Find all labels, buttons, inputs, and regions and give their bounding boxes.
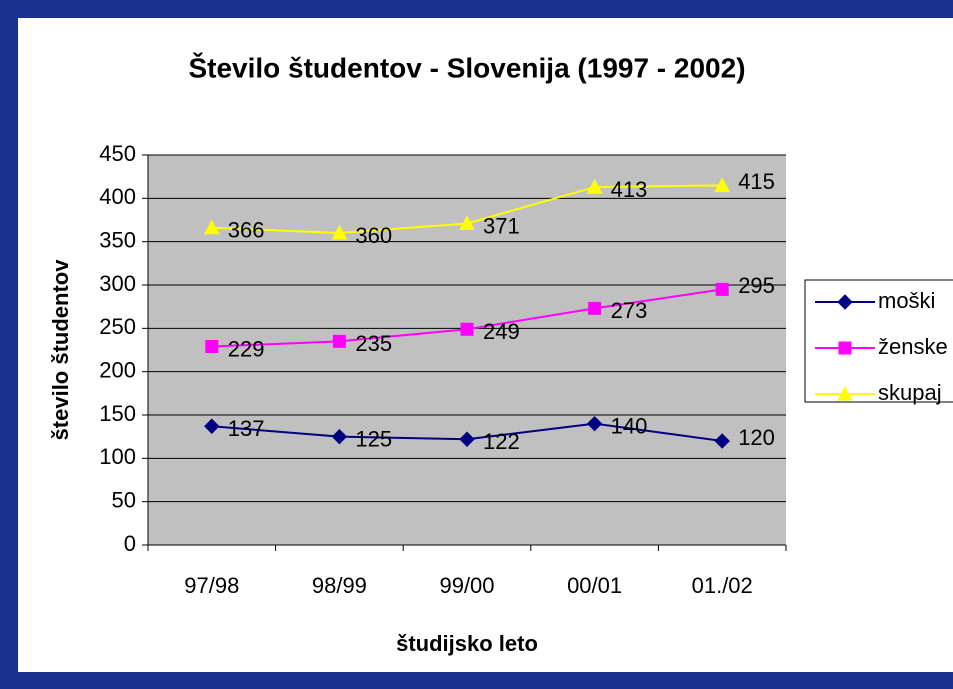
legend-marker: [838, 341, 852, 355]
data-label: 366: [228, 218, 265, 243]
data-point: [714, 177, 731, 192]
data-label: 122: [483, 429, 520, 454]
x-axis-label: študijsko leto: [396, 631, 538, 656]
data-label: 295: [738, 273, 775, 298]
y-tick-label: 250: [99, 314, 136, 339]
x-tick-label: 99/00: [439, 573, 494, 598]
data-point: [205, 340, 219, 354]
data-point: [331, 428, 348, 445]
data-point: [715, 282, 729, 296]
y-tick-label: 150: [99, 401, 136, 426]
y-tick-label: 50: [112, 487, 136, 512]
data-point: [714, 433, 730, 449]
legend-label: ženske: [878, 334, 948, 359]
data-point: [460, 322, 474, 336]
legend-label: skupaj: [878, 380, 942, 405]
data-point: [332, 334, 346, 348]
data-point: [459, 215, 475, 230]
data-point: [586, 415, 603, 432]
x-tick-label: 98/99: [312, 573, 367, 598]
data-label: 229: [228, 336, 265, 361]
y-tick-label: 450: [99, 141, 136, 166]
data-point: [459, 431, 475, 447]
data-point: [588, 301, 602, 315]
data-label: 140: [611, 413, 648, 438]
y-tick-label: 100: [99, 444, 136, 469]
y-tick-label: 200: [99, 357, 136, 382]
data-point: [331, 224, 348, 240]
chart-title: Število študentov - Slovenija (1997 - 20…: [188, 51, 745, 83]
data-point: [204, 418, 220, 434]
data-label: 120: [738, 425, 775, 450]
legend-marker: [837, 385, 853, 401]
y-tick-label: 300: [99, 271, 136, 296]
data-label: 273: [611, 298, 648, 323]
legend-label: moški: [878, 288, 935, 313]
x-tick-label: 01./02: [692, 573, 753, 598]
data-label: 415: [738, 169, 775, 194]
x-tick-label: 00/01: [567, 573, 622, 598]
data-label: 413: [611, 177, 648, 202]
y-axis-label: število študentov: [48, 259, 73, 441]
data-label: 371: [483, 213, 520, 238]
data-label: 125: [355, 426, 392, 451]
y-tick-label: 400: [99, 184, 136, 209]
data-point: [586, 179, 603, 194]
data-point: [203, 219, 220, 235]
data-label: 249: [483, 319, 520, 344]
legend-marker: [837, 294, 853, 310]
y-tick-label: 0: [124, 531, 136, 556]
data-label: 137: [228, 416, 265, 441]
data-label: 235: [355, 331, 392, 356]
data-label: 360: [355, 223, 392, 248]
y-tick-label: 350: [99, 227, 136, 252]
x-tick-label: 97/98: [184, 573, 239, 598]
legend-box: [804, 279, 953, 403]
